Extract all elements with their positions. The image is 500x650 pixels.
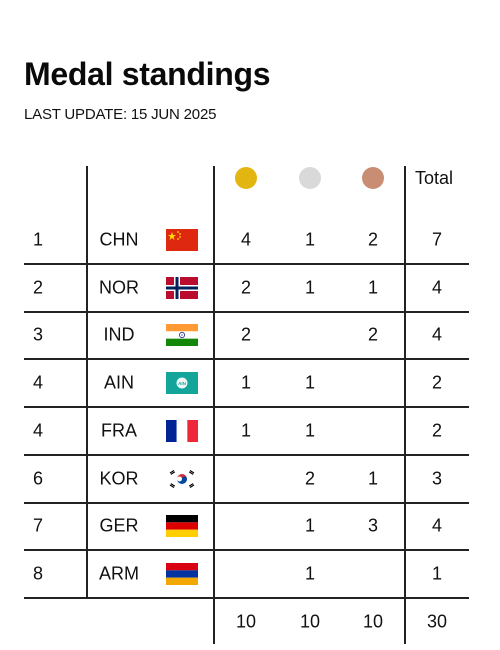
- gold-total: 10: [235, 611, 257, 632]
- total-count: 4: [431, 324, 443, 345]
- total-count: 4: [431, 515, 443, 536]
- divider-medals-total: [404, 166, 406, 644]
- gold-count: 1: [240, 372, 252, 393]
- silver-count: 1: [304, 372, 316, 393]
- last-update-label: LAST UPDATE: 15 JUN 2025: [24, 106, 217, 123]
- country-code: NOR: [99, 277, 139, 298]
- total-count: 2: [431, 372, 443, 393]
- svg-text:AIN: AIN: [178, 381, 186, 386]
- country-code: KOR: [99, 468, 139, 489]
- rank-cell: 3: [32, 324, 44, 345]
- rank-cell: 1: [32, 229, 44, 250]
- gold-count: 2: [240, 277, 252, 298]
- silver-count: 1: [304, 563, 316, 584]
- total-count: 1: [431, 563, 443, 584]
- row-divider: [24, 358, 469, 360]
- bronze-medal-icon: [362, 167, 384, 189]
- country-code: CHN: [99, 229, 139, 250]
- country-code: GER: [99, 515, 139, 536]
- armenia-flag-icon: [166, 563, 198, 585]
- south-korea-flag-icon: [166, 468, 198, 490]
- silver-count: 2: [304, 468, 316, 489]
- bronze-count: 3: [367, 515, 379, 536]
- rank-cell: 6: [32, 468, 44, 489]
- row-divider: [24, 454, 469, 456]
- silver-count: 1: [304, 515, 316, 536]
- total-count: 2: [431, 420, 443, 441]
- gold-medal-icon: [235, 167, 257, 189]
- total-count: 3: [431, 468, 443, 489]
- rank-cell: 2: [32, 277, 44, 298]
- row-divider: [24, 549, 469, 551]
- silver-medal-icon: [299, 167, 321, 189]
- india-flag-icon: [166, 324, 198, 346]
- rank-cell: 4: [32, 420, 44, 441]
- gold-count: 4: [240, 229, 252, 250]
- divider-country-medals: [213, 166, 215, 644]
- gold-count: 1: [240, 420, 252, 441]
- row-divider: [24, 597, 469, 599]
- total-count: 7: [431, 229, 443, 250]
- france-flag-icon: [166, 420, 198, 442]
- gold-count: 2: [240, 324, 252, 345]
- country-code: IND: [103, 324, 135, 345]
- bronze-count: 2: [367, 324, 379, 345]
- bronze-total: 10: [362, 611, 384, 632]
- china-flag-icon: [166, 229, 198, 251]
- norway-flag-icon: [166, 277, 198, 299]
- row-divider: [24, 311, 469, 313]
- country-code: FRA: [101, 420, 137, 441]
- row-divider: [24, 502, 469, 504]
- rank-cell: 7: [32, 515, 44, 536]
- total-count: 4: [431, 277, 443, 298]
- bronze-count: 1: [367, 277, 379, 298]
- bronze-count: 1: [367, 468, 379, 489]
- rank-cell: 4: [32, 372, 44, 393]
- row-divider: [24, 263, 469, 265]
- country-code: AIN: [103, 372, 135, 393]
- ain-flag-icon: AIN: [166, 372, 198, 394]
- page-title: Medal standings: [24, 56, 271, 92]
- bronze-count: 2: [367, 229, 379, 250]
- germany-flag-icon: [166, 515, 198, 537]
- silver-total: 10: [299, 611, 321, 632]
- silver-count: 1: [304, 229, 316, 250]
- silver-count: 1: [304, 277, 316, 298]
- total-column-header: Total: [415, 168, 454, 188]
- country-code: ARM: [99, 563, 139, 584]
- divider-rank-country: [86, 166, 88, 598]
- silver-count: 1: [304, 420, 316, 441]
- rank-cell: 8: [32, 563, 44, 584]
- row-divider: [24, 406, 469, 408]
- grand-total: 30: [426, 611, 448, 632]
